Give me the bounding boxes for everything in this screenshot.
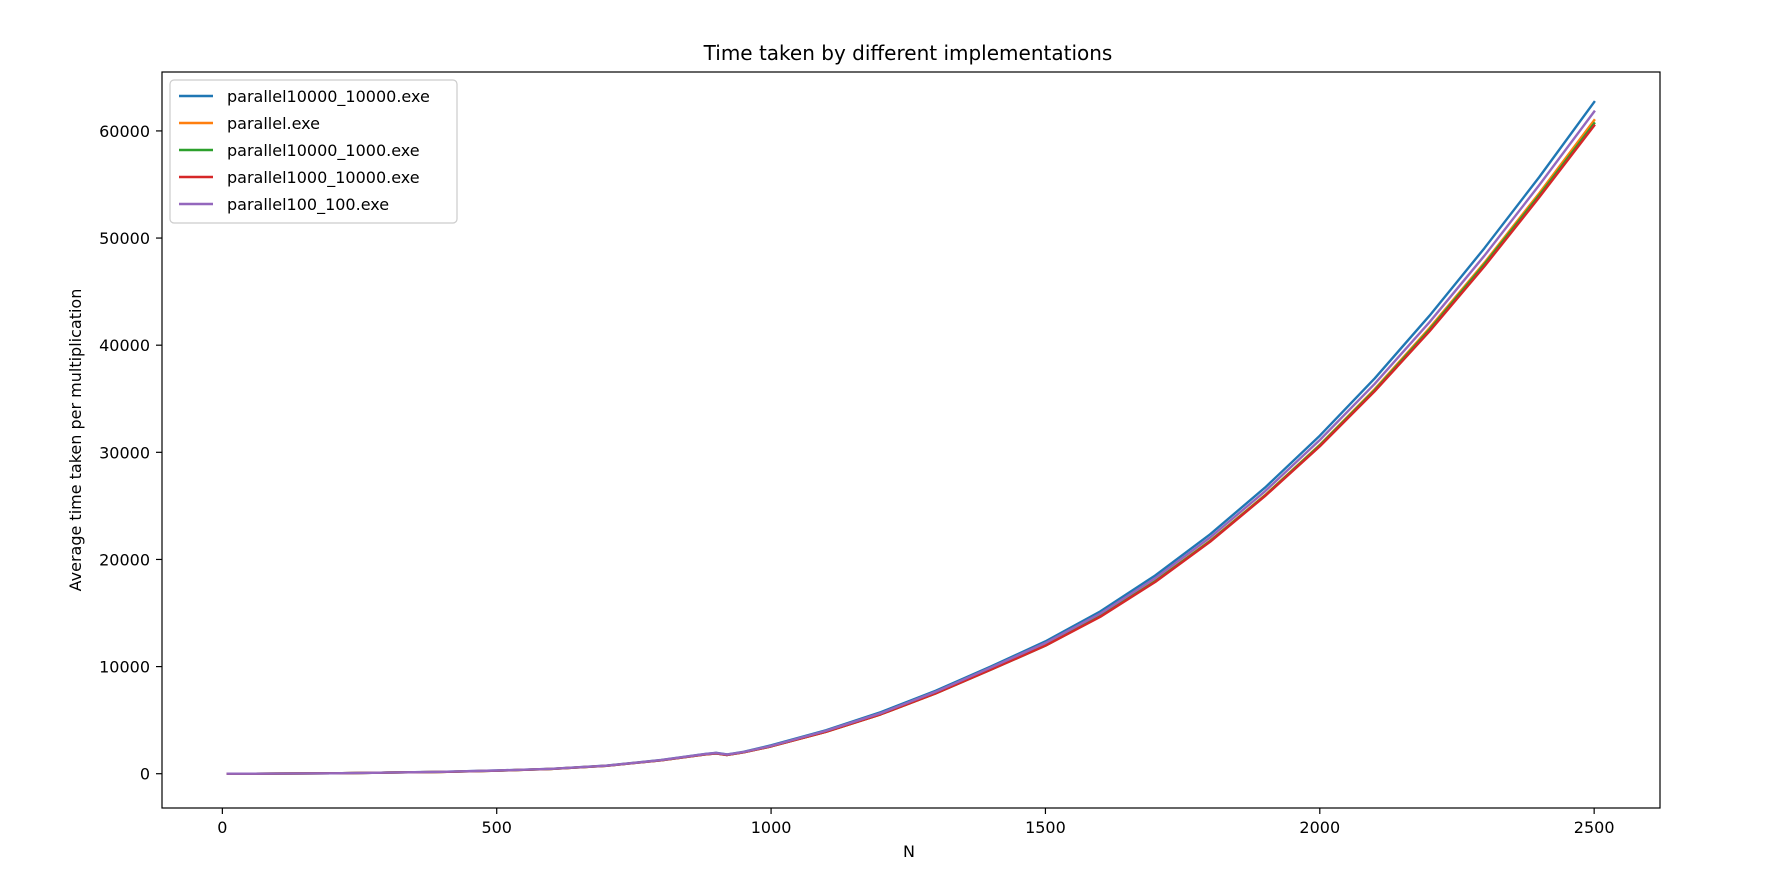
x-tick-label: 1500 (1025, 818, 1066, 837)
x-axis-label: N (903, 842, 915, 861)
x-tick-label: 2000 (1299, 818, 1340, 837)
legend-label-1: parallel.exe (227, 114, 320, 133)
legend-label-4: parallel100_100.exe (227, 195, 389, 215)
legend-label-3: parallel1000_10000.exe (227, 168, 420, 188)
plot-area (161, 71, 1661, 809)
legend-label-0: parallel10000_10000.exe (227, 87, 430, 107)
legend: parallel10000_10000.exe parallel.exe paral… (169, 79, 458, 224)
y-tick-label: 30000 (99, 443, 150, 462)
axis-ticks: 0 500 1000 1500 2000 2500 0 10000 20000 30000 4000… (99, 122, 1614, 837)
y-tick-label: 0 (140, 765, 150, 784)
axes-frame (161, 71, 1661, 809)
y-tick-label: 60000 (99, 122, 150, 141)
y-axis-label: Average time taken per multiplication (66, 289, 85, 592)
y-tick-label: 20000 (99, 550, 150, 569)
series-line-4 (226, 109, 1596, 775)
legend-label-2: parallel10000_1000.exe (227, 141, 420, 161)
y-tick-label: 40000 (99, 336, 150, 355)
x-tick-label: 0 (217, 818, 227, 837)
y-tick-label: 10000 (99, 658, 150, 677)
x-tick-label: 1000 (751, 818, 792, 837)
y-tick-label: 50000 (99, 229, 150, 248)
x-tick-label: 2500 (1574, 818, 1615, 837)
legend-box (169, 79, 458, 224)
chart-title: Time taken by different implementations (703, 41, 1113, 65)
x-tick-label: 500 (481, 818, 512, 837)
